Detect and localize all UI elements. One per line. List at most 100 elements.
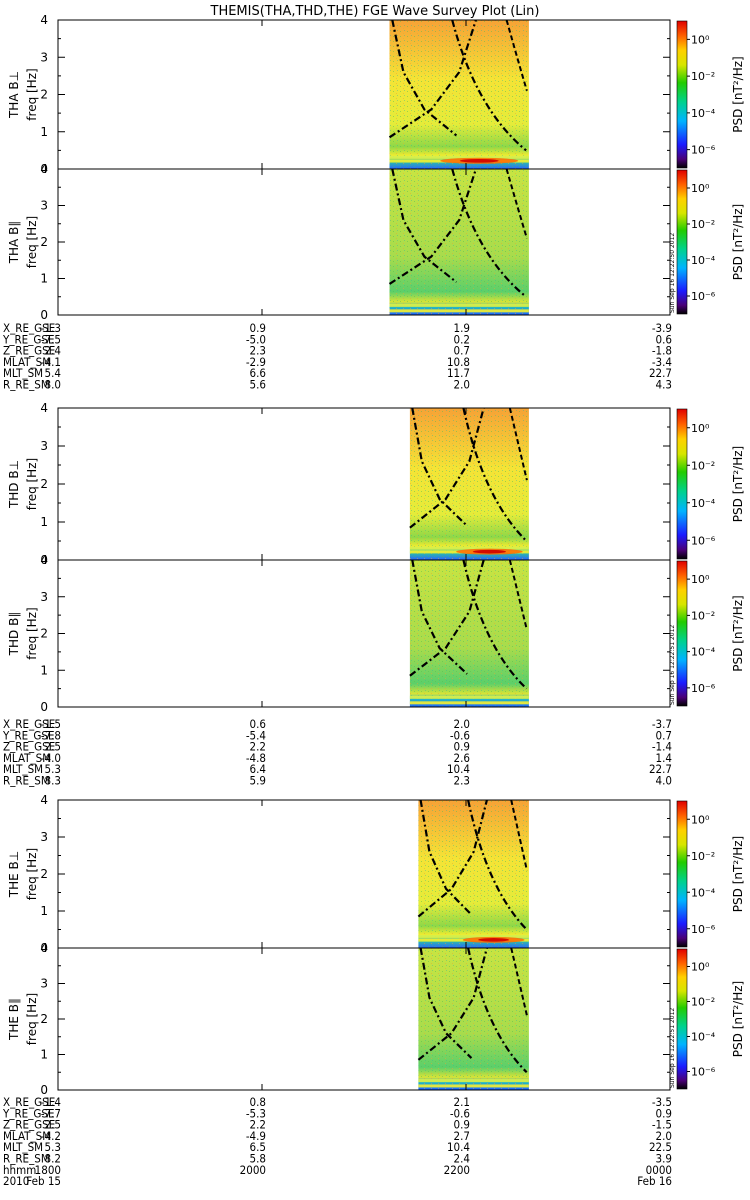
ephemeris-value: 6.4 bbox=[250, 762, 266, 776]
spectrogram-noise bbox=[409, 560, 529, 707]
ephemeris-value: 0.7 bbox=[454, 344, 470, 358]
freq-curve-2 bbox=[388, 168, 477, 285]
ephemeris-value: -0.6 bbox=[450, 728, 470, 742]
colorbar-tick-label: 10⁻⁴ bbox=[691, 886, 716, 899]
ephemeris-value: 10.4 bbox=[447, 1140, 470, 1154]
freq-curve-mirror bbox=[462, 559, 528, 690]
spectrogram-noise bbox=[389, 20, 529, 169]
ephemeris-value: 5.6 bbox=[250, 378, 266, 392]
ephemeris-value: 22.7 bbox=[649, 366, 672, 380]
ephemeris-value: 6.5 bbox=[250, 1140, 266, 1154]
colorbar-gradient bbox=[676, 560, 688, 707]
ephemeris-value: -3.9 bbox=[652, 321, 672, 335]
band-2 bbox=[418, 1079, 529, 1083]
ephemeris-row-label: MLAT_SM bbox=[3, 751, 51, 765]
colorbar: 10⁰ 10⁻² 10⁻⁴ 10⁻⁶ PSD [nT²/Hz] bbox=[676, 408, 745, 560]
freq-curve-2 bbox=[409, 559, 485, 677]
band-2 bbox=[418, 934, 529, 938]
ephemeris-value: 11.7 bbox=[447, 366, 470, 380]
ephemeris-value: 22.7 bbox=[649, 762, 672, 776]
y-tick-label: 1 bbox=[40, 125, 48, 139]
colorbar-label: PSD [nT²/Hz] bbox=[731, 446, 745, 522]
spectrogram-noise bbox=[389, 169, 529, 315]
ephemeris-value: 2.5 bbox=[45, 1118, 61, 1132]
ephemeris-value: -2.9 bbox=[246, 355, 266, 369]
colorbar-tick-label: 10⁻⁴ bbox=[691, 497, 716, 510]
panel-4: 0 1 2 3 4 THD B∥ freq [Hz] 10⁰ 10⁻² 10⁻⁴ 10⁻⁶ PSD [… bbox=[7, 553, 745, 714]
y-tick-label: 1 bbox=[40, 1048, 48, 1062]
ephemeris-value: 0.6 bbox=[250, 717, 266, 731]
ephemeris-value: 2.2 bbox=[250, 1118, 266, 1132]
panel-label: THA B⊥ bbox=[7, 71, 21, 119]
freq-curve-2 bbox=[388, 19, 477, 139]
colorbar-gradient bbox=[676, 800, 688, 948]
ephemeris-value: 0.9 bbox=[454, 740, 470, 754]
freq-curve-2 bbox=[417, 947, 488, 1061]
colorbar-gradient bbox=[676, 169, 688, 315]
freq-curve-1 bbox=[419, 947, 473, 1059]
y-tick-label: 3 bbox=[40, 50, 48, 64]
ephemeris-value: -4.2 bbox=[41, 1129, 61, 1143]
freq-curve-dashed bbox=[505, 19, 528, 92]
colorbar-tick-label: 10⁻⁶ bbox=[691, 1066, 716, 1079]
colorbar-tick-label: 10⁻⁴ bbox=[691, 1031, 716, 1044]
ephemeris-value: -1.4 bbox=[652, 740, 672, 754]
ephemeris-value: 4.3 bbox=[656, 378, 672, 392]
freq-curve-dashed bbox=[508, 559, 528, 631]
panel-5: 0 1 2 3 4 THE B⊥ freq [Hz] 10⁰ 10⁻² 10⁻⁴ 10⁻⁶ PSD [… bbox=[7, 793, 745, 955]
panel-frame bbox=[57, 799, 671, 949]
ephemeris-row-label: Y_RE_GSE bbox=[2, 728, 55, 742]
ephemeris-row-label: MLAT_SM bbox=[3, 355, 51, 369]
y-tick-label: 3 bbox=[40, 199, 48, 213]
date-end-label: Feb 16 bbox=[637, 1174, 672, 1188]
ephemeris-value: 6.6 bbox=[250, 366, 266, 380]
y-tick-label: 0 bbox=[40, 1083, 48, 1097]
ephemeris-row-label: X_RE_GSE bbox=[3, 1095, 55, 1109]
timestamp-stamp: Sun Sep 16 12:22:51 2012 bbox=[669, 625, 676, 705]
y-tick-label: 2 bbox=[40, 88, 48, 102]
ephemeris-value: -4.9 bbox=[246, 1129, 266, 1143]
band-1 bbox=[389, 309, 529, 313]
ephemeris-value: 2200 bbox=[444, 1163, 470, 1177]
colorbar-tick-label: 10⁰ bbox=[691, 813, 710, 826]
freq-curve-dashed bbox=[508, 407, 528, 481]
colorbar-tick-label: 10⁻⁶ bbox=[691, 923, 716, 936]
y-tick-label: 3 bbox=[40, 439, 48, 453]
ephemeris-value: -1.3 bbox=[41, 321, 61, 335]
ephemeris-value: 5.8 bbox=[250, 1152, 266, 1166]
panel-label: THE B∥ bbox=[7, 998, 21, 1041]
ephemeris-row-label: MLAT_SM bbox=[3, 1129, 51, 1143]
freq-curve-mirror bbox=[451, 168, 527, 298]
colorbar-tick-label: 10⁻⁶ bbox=[691, 144, 716, 157]
spectrogram-noise bbox=[418, 948, 529, 1090]
ephemeris-value: -4.1 bbox=[41, 355, 61, 369]
band-peak-core bbox=[478, 938, 510, 942]
panel-6: 0 1 2 3 4 THE B∥ freq [Hz] 10⁰ 10⁻² 10⁻⁴ 10⁻⁶ PSD [… bbox=[7, 941, 745, 1097]
spectrogram-noise bbox=[418, 800, 529, 948]
y-tick-label: 1 bbox=[40, 904, 48, 918]
y-tick-label: 0 bbox=[40, 553, 48, 567]
panel-frame bbox=[57, 947, 671, 1091]
freq-curve-1 bbox=[411, 559, 468, 675]
ephemeris-block-2: X_RE_GSE-1.5 0.6 2.0 -3.7 Y_RE_GSE-7.8 -5.4 -0… bbox=[2, 717, 672, 788]
ephemeris-value: -4.0 bbox=[41, 751, 61, 765]
y-tick-label: 4 bbox=[40, 941, 48, 955]
panel-label: THA B∥ bbox=[7, 221, 21, 265]
date-start-label: Feb 15 bbox=[26, 1174, 61, 1188]
colorbar-tick-label: 10⁰ bbox=[691, 961, 710, 974]
colorbar: 10⁰ 10⁻² 10⁻⁴ 10⁻⁶ PSD [nT²/Hz] bbox=[676, 800, 745, 948]
y-axis-label: freq [Hz] bbox=[25, 458, 39, 510]
ephemeris-row-label: Z_RE_GSE bbox=[3, 1118, 55, 1132]
colorbar-label: PSD [nT²/Hz] bbox=[731, 836, 745, 912]
freq-curve-1 bbox=[419, 799, 473, 916]
ephemeris-value: 5.3 bbox=[45, 1140, 61, 1154]
y-tick-label: 1 bbox=[40, 515, 48, 529]
band-2 bbox=[389, 155, 529, 159]
y-axis-label: freq [Hz] bbox=[25, 607, 39, 659]
panel-1: 0 1 2 3 4 THA B⊥ freq [Hz] 10⁰ 10⁻² 10⁻⁴ 10⁻⁶ PSD [… bbox=[7, 13, 745, 176]
ephemeris-tables: X_RE_GSE-1.3 0.9 1.9 -3.9Y_RE_GSE-7.5 -5.0 0.… bbox=[2, 321, 672, 1188]
ephemeris-value: 10.8 bbox=[447, 355, 470, 369]
freq-curve-mirror bbox=[467, 947, 528, 1074]
panel-frame bbox=[57, 407, 671, 561]
y-tick-label: 0 bbox=[40, 308, 48, 322]
